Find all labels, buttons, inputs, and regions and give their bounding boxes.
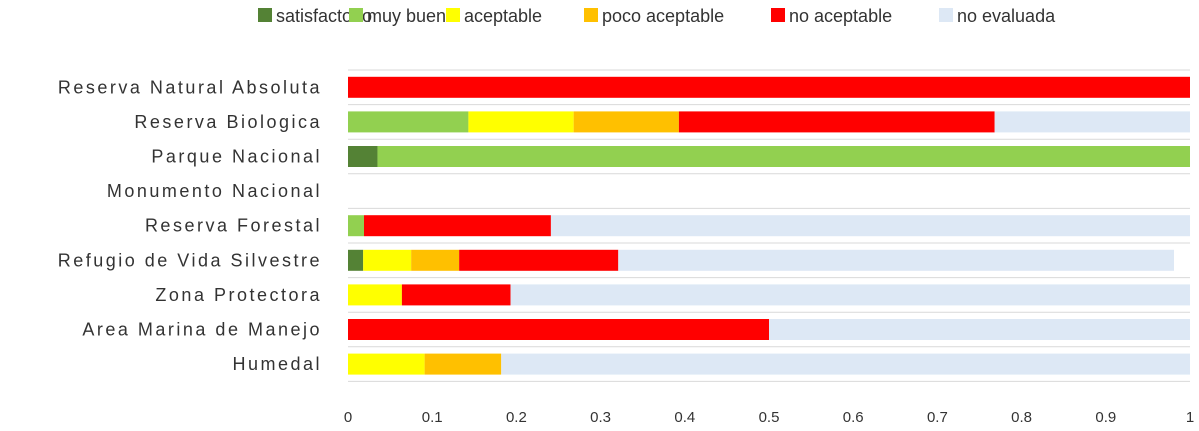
x-tick-label: 0.4 (674, 409, 695, 426)
legend-item-aceptable: aceptable (446, 6, 542, 26)
legend-swatch (446, 8, 460, 22)
category-label-reserva-biologica: Reserva Biologica (134, 112, 322, 132)
bar-reserva-natural-absoluta-no-aceptable (348, 76, 1190, 98)
x-tick-label: 0.3 (590, 409, 611, 426)
category-label-zona-protectora: Zona Protectora (155, 285, 322, 305)
x-tick-label: 0 (344, 409, 352, 426)
legend-label: no aceptable (789, 6, 892, 26)
bar-reserva-biologica-no-aceptable (678, 111, 995, 133)
bar-reserva-forestal-no-aceptable (363, 215, 551, 237)
bar-reserva-forestal-muy-bueno (348, 215, 364, 237)
legend-label: satisfactorio (276, 6, 372, 26)
bar-parque-nacional-satisfactorio (348, 146, 378, 167)
x-axis-labels: 0 0.1 0.2 0.3 0.4 0.5 0.6 0.7 0.8 0.9 1 (344, 409, 1194, 426)
bar-refugio-de-vida-silvestre-no-aceptable (459, 249, 619, 271)
legend-item-no-evaluada: no evaluada (939, 6, 1056, 26)
legend-swatch (258, 8, 272, 22)
legend-swatch (939, 8, 953, 22)
bar-humedal-poco-aceptable (424, 353, 502, 375)
category-label-area-marina-de-manejo: Area Marina de Manejo (82, 320, 322, 340)
legend-item-muy-bueno: muy bueno (349, 6, 456, 26)
bar-area-marina-de-manejo-no-aceptable (348, 319, 769, 340)
bar-refugio-de-vida-silvestre-no-evaluada (618, 249, 1175, 271)
bar-refugio-de-vida-silvestre-aceptable (363, 249, 412, 271)
x-tick-label: 0.8 (1011, 409, 1032, 426)
x-tick-label: 1 (1186, 409, 1194, 426)
x-tick-label: 0.5 (759, 409, 780, 426)
category-label-parque-nacional: Parque Nacional (151, 147, 322, 167)
bar-reserva-biologica-no-evaluada (994, 111, 1190, 133)
legend-swatch (349, 8, 363, 22)
bar-refugio-de-vida-silvestre-satisfactorio (348, 249, 364, 271)
bar-refugio-de-vida-silvestre-poco-aceptable (411, 249, 460, 271)
legend-item-poco-aceptable: poco aceptable (584, 6, 724, 26)
y-axis-labels: Reserva Natural Absoluta Reserva Biologic… (58, 77, 322, 374)
legend-label: muy bueno (367, 6, 456, 26)
x-tick-label: 0.2 (506, 409, 527, 426)
bar-zona-protectora-aceptable (348, 284, 402, 306)
category-label-refugio-de-vida-silvestre: Refugio de Vida Silvestre (58, 250, 322, 270)
bars (348, 76, 1191, 375)
category-label-humedal: Humedal (232, 354, 322, 374)
legend-swatch (771, 8, 785, 22)
legend-swatch (584, 8, 598, 22)
bar-parque-nacional-muy-bueno (377, 146, 1191, 167)
x-tick-label: 0.7 (927, 409, 948, 426)
category-label-reserva-natural-absoluta: Reserva Natural Absoluta (58, 77, 322, 97)
bar-humedal-no-evaluada (501, 353, 1190, 375)
x-tick-label: 0.1 (422, 409, 443, 426)
bar-reserva-biologica-poco-aceptable (573, 111, 679, 133)
category-label-monumento-nacional: Monumento Nacional (107, 181, 322, 201)
legend-label: poco aceptable (602, 6, 724, 26)
bar-humedal-aceptable (348, 353, 425, 375)
legend-item-satisfactorio: satisfactorio (258, 6, 372, 26)
bar-zona-protectora-no-evaluada (510, 284, 1191, 306)
bar-reserva-forestal-no-evaluada (550, 215, 1190, 237)
bar-zona-protectora-no-aceptable (401, 284, 511, 306)
category-label-reserva-forestal: Reserva Forestal (145, 216, 322, 236)
bar-area-marina-de-manejo-no-evaluada (769, 319, 1190, 340)
legend-item-no-aceptable: no aceptable (771, 6, 892, 26)
x-tick-label: 0.9 (1095, 409, 1116, 426)
grid-lines (348, 69, 1190, 382)
x-tick-label: 0.6 (843, 409, 864, 426)
bar-reserva-biologica-muy-bueno (348, 111, 469, 133)
bar-reserva-biologica-aceptable (468, 111, 574, 133)
legend-label: aceptable (464, 6, 542, 26)
legend-label: no evaluada (957, 6, 1056, 26)
